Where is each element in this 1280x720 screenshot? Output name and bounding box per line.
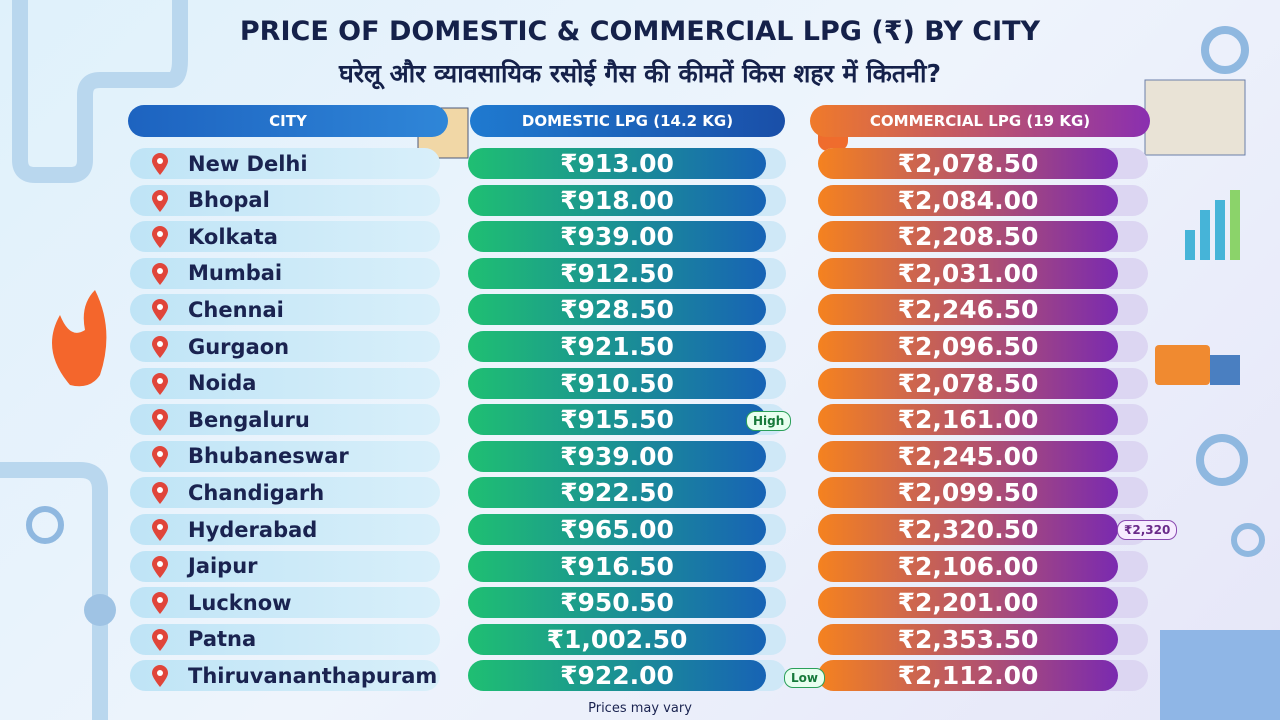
pin-icon (152, 519, 168, 541)
domestic-price: ₹913.00 (468, 148, 766, 179)
column-header: CITY (128, 105, 448, 137)
domestic-price: ₹916.50 (468, 550, 766, 582)
commercial-price: ₹2,353.50 (818, 623, 1118, 655)
city-cell: Lucknow (130, 587, 440, 619)
commercial-price: ₹2,078.50 (818, 367, 1118, 399)
pin-icon (152, 189, 168, 212)
commercial-badge: ₹2,320 (1117, 520, 1178, 540)
pin-icon (152, 153, 168, 175)
column-header: DOMESTIC LPG (14.2 KG) (470, 105, 785, 137)
commercial-price: ₹2,245.00 (818, 440, 1118, 472)
high-badge: High (746, 411, 792, 431)
pin-icon (152, 299, 168, 322)
pin-icon (152, 262, 168, 285)
city-cell: Bengaluru (130, 404, 440, 436)
column-header: COMMERCIAL LPG (19 KG) (810, 105, 1150, 137)
domestic-price: ₹939.00 (468, 440, 766, 472)
domestic-price: ₹950.50 (468, 587, 766, 619)
domestic-price: ₹928.50 (468, 294, 766, 326)
city-cell: Gurgaon (130, 331, 440, 362)
domestic-price: ₹910.50 (468, 367, 766, 399)
city-cell: Thiruvananthapuram (130, 660, 440, 692)
pin-icon (152, 555, 168, 578)
commercial-price: ₹2,096.50 (818, 331, 1118, 362)
pin-icon (152, 226, 168, 249)
city-cell: Kolkata (130, 221, 440, 253)
domestic-price: ₹939.00 (468, 221, 766, 253)
city-cell: Patna (130, 623, 440, 655)
city-cell: New Delhi (130, 148, 440, 179)
domestic-price: ₹1,002.50 (468, 623, 766, 655)
commercial-price: ₹2,078.50 (818, 148, 1118, 179)
commercial-price: ₹2,201.00 (818, 587, 1118, 619)
city-cell: Jaipur (130, 550, 440, 582)
city-cell: Chandigarh (130, 477, 440, 509)
domestic-price: ₹922.50 (468, 477, 766, 509)
commercial-price: ₹2,031.00 (818, 257, 1118, 289)
city-cell: Mumbai (130, 257, 440, 289)
city-cell: Hyderabad (130, 514, 440, 545)
commercial-price: ₹2,099.50 (818, 477, 1118, 509)
pin-icon (152, 409, 168, 432)
pin-icon (152, 336, 168, 358)
commercial-price: ₹2,161.00 (818, 404, 1118, 436)
pin-icon (152, 592, 168, 615)
footer: Prices may vary (588, 701, 692, 716)
domestic-price: ₹918.00 (468, 184, 766, 216)
domestic-price: ₹922.00 (468, 660, 766, 692)
pin-icon (152, 665, 168, 688)
commercial-price: ₹2,208.50 (818, 221, 1118, 253)
city-cell: Bhopal (130, 184, 440, 216)
commercial-price: ₹2,112.00 (818, 660, 1118, 692)
commercial-price: ₹2,106.00 (818, 550, 1118, 582)
domestic-price: ₹912.50 (468, 257, 766, 289)
domestic-price: ₹921.50 (468, 331, 766, 362)
pin-icon (152, 372, 168, 395)
pin-icon (152, 628, 168, 651)
city-cell: Bhubaneswar (130, 440, 440, 472)
city-cell: Noida (130, 367, 440, 399)
commercial-price: ₹2,084.00 (818, 184, 1118, 216)
subtitle: घरेलू और व्यावसायिक रसोई गैस की कीमतें क… (339, 59, 941, 88)
commercial-price: ₹2,246.50 (818, 294, 1118, 326)
domestic-price: ₹965.00 (468, 514, 766, 545)
pin-icon (152, 482, 168, 505)
commercial-price: ₹2,320.50 (818, 514, 1118, 545)
title: PRICE OF DOMESTIC & COMMERCIAL LPG (₹) B… (239, 16, 1041, 47)
low-badge: Low (784, 668, 825, 688)
domestic-price: ₹915.50 (468, 404, 766, 436)
pin-icon (152, 445, 168, 468)
city-cell: Chennai (130, 294, 440, 326)
